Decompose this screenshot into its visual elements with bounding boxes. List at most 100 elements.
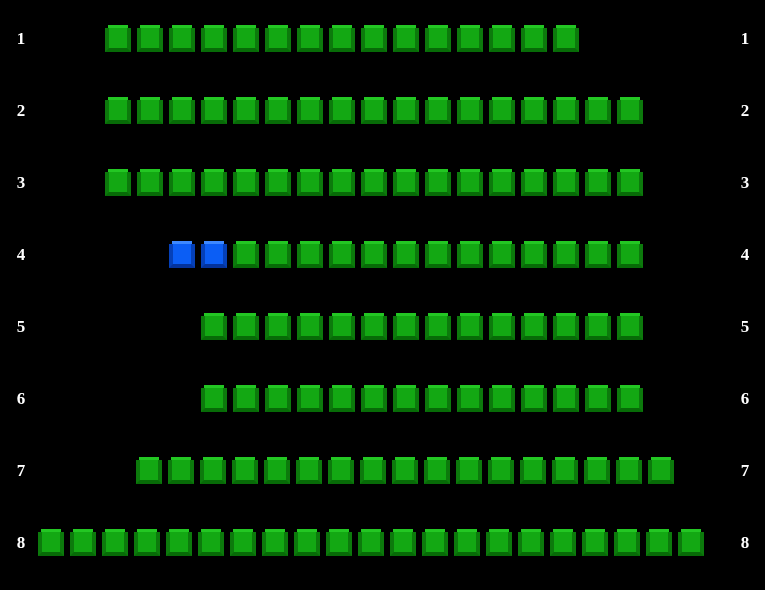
seat-available[interactable] bbox=[166, 529, 192, 556]
seat-available[interactable] bbox=[424, 457, 450, 484]
seat-available[interactable] bbox=[264, 457, 290, 484]
seat-available[interactable] bbox=[230, 529, 256, 556]
seat-available[interactable] bbox=[393, 169, 419, 196]
seat-available[interactable] bbox=[425, 25, 451, 52]
seat-available[interactable] bbox=[553, 25, 579, 52]
seat-available[interactable] bbox=[201, 385, 227, 412]
seat-available[interactable] bbox=[361, 385, 387, 412]
seat-available[interactable] bbox=[329, 97, 355, 124]
seat-available[interactable] bbox=[457, 313, 483, 340]
seat-available[interactable] bbox=[585, 169, 611, 196]
seat-available[interactable] bbox=[134, 529, 160, 556]
seat-available[interactable] bbox=[425, 241, 451, 268]
seat-available[interactable] bbox=[617, 241, 643, 268]
seat-available[interactable] bbox=[294, 529, 320, 556]
seat-available[interactable] bbox=[169, 25, 195, 52]
seat-available[interactable] bbox=[262, 529, 288, 556]
seat-available[interactable] bbox=[648, 457, 674, 484]
seat-available[interactable] bbox=[457, 25, 483, 52]
seat-available[interactable] bbox=[393, 313, 419, 340]
seat-available[interactable] bbox=[102, 529, 128, 556]
seat-available[interactable] bbox=[486, 529, 512, 556]
seat-available[interactable] bbox=[297, 169, 323, 196]
seat-available[interactable] bbox=[678, 529, 704, 556]
seat-available[interactable] bbox=[457, 169, 483, 196]
seat-available[interactable] bbox=[328, 457, 354, 484]
seat-available[interactable] bbox=[326, 529, 352, 556]
seat-available[interactable] bbox=[425, 313, 451, 340]
seat-available[interactable] bbox=[457, 97, 483, 124]
seat-available[interactable] bbox=[585, 241, 611, 268]
seat-available[interactable] bbox=[489, 169, 515, 196]
seat-available[interactable] bbox=[616, 457, 642, 484]
seat-available[interactable] bbox=[585, 97, 611, 124]
seat-available[interactable] bbox=[200, 457, 226, 484]
seat-available[interactable] bbox=[393, 385, 419, 412]
seat-available[interactable] bbox=[137, 97, 163, 124]
seat-available[interactable] bbox=[361, 313, 387, 340]
seat-available[interactable] bbox=[233, 169, 259, 196]
seat-available[interactable] bbox=[329, 169, 355, 196]
seat-available[interactable] bbox=[297, 97, 323, 124]
seat-selected[interactable] bbox=[169, 241, 195, 268]
seat-available[interactable] bbox=[456, 457, 482, 484]
seat-available[interactable] bbox=[232, 457, 258, 484]
seat-available[interactable] bbox=[137, 169, 163, 196]
seat-available[interactable] bbox=[393, 25, 419, 52]
seat-available[interactable] bbox=[201, 25, 227, 52]
seat-available[interactable] bbox=[617, 97, 643, 124]
seat-available[interactable] bbox=[425, 97, 451, 124]
seat-available[interactable] bbox=[265, 385, 291, 412]
seat-available[interactable] bbox=[489, 97, 515, 124]
seat-available[interactable] bbox=[457, 385, 483, 412]
seat-available[interactable] bbox=[392, 457, 418, 484]
seat-available[interactable] bbox=[614, 529, 640, 556]
seat-available[interactable] bbox=[489, 313, 515, 340]
seat-available[interactable] bbox=[233, 97, 259, 124]
seat-available[interactable] bbox=[553, 385, 579, 412]
seat-available[interactable] bbox=[617, 385, 643, 412]
seat-available[interactable] bbox=[168, 457, 194, 484]
seat-available[interactable] bbox=[265, 169, 291, 196]
seat-available[interactable] bbox=[617, 169, 643, 196]
seat-available[interactable] bbox=[296, 457, 322, 484]
seat-available[interactable] bbox=[329, 241, 355, 268]
seat-available[interactable] bbox=[360, 457, 386, 484]
seat-available[interactable] bbox=[393, 97, 419, 124]
seat-available[interactable] bbox=[550, 529, 576, 556]
seat-available[interactable] bbox=[489, 241, 515, 268]
seat-available[interactable] bbox=[553, 241, 579, 268]
seat-available[interactable] bbox=[393, 241, 419, 268]
seat-available[interactable] bbox=[553, 97, 579, 124]
seat-available[interactable] bbox=[521, 25, 547, 52]
seat-available[interactable] bbox=[201, 97, 227, 124]
seat-available[interactable] bbox=[585, 385, 611, 412]
seat-available[interactable] bbox=[454, 529, 480, 556]
seat-available[interactable] bbox=[617, 313, 643, 340]
seat-available[interactable] bbox=[265, 25, 291, 52]
seat-available[interactable] bbox=[198, 529, 224, 556]
seat-available[interactable] bbox=[201, 313, 227, 340]
seat-available[interactable] bbox=[137, 25, 163, 52]
seat-available[interactable] bbox=[297, 25, 323, 52]
seat-available[interactable] bbox=[169, 169, 195, 196]
seat-available[interactable] bbox=[553, 313, 579, 340]
seat-available[interactable] bbox=[38, 529, 64, 556]
seat-available[interactable] bbox=[201, 169, 227, 196]
seat-available[interactable] bbox=[584, 457, 610, 484]
seat-available[interactable] bbox=[553, 169, 579, 196]
seat-available[interactable] bbox=[422, 529, 448, 556]
seat-available[interactable] bbox=[361, 97, 387, 124]
seat-available[interactable] bbox=[297, 385, 323, 412]
seat-available[interactable] bbox=[390, 529, 416, 556]
seat-available[interactable] bbox=[265, 97, 291, 124]
seat-available[interactable] bbox=[169, 97, 195, 124]
seat-available[interactable] bbox=[70, 529, 96, 556]
seat-available[interactable] bbox=[489, 25, 515, 52]
seat-available[interactable] bbox=[358, 529, 384, 556]
seat-available[interactable] bbox=[105, 169, 131, 196]
seat-available[interactable] bbox=[329, 385, 355, 412]
seat-available[interactable] bbox=[136, 457, 162, 484]
seat-available[interactable] bbox=[521, 169, 547, 196]
seat-available[interactable] bbox=[233, 313, 259, 340]
